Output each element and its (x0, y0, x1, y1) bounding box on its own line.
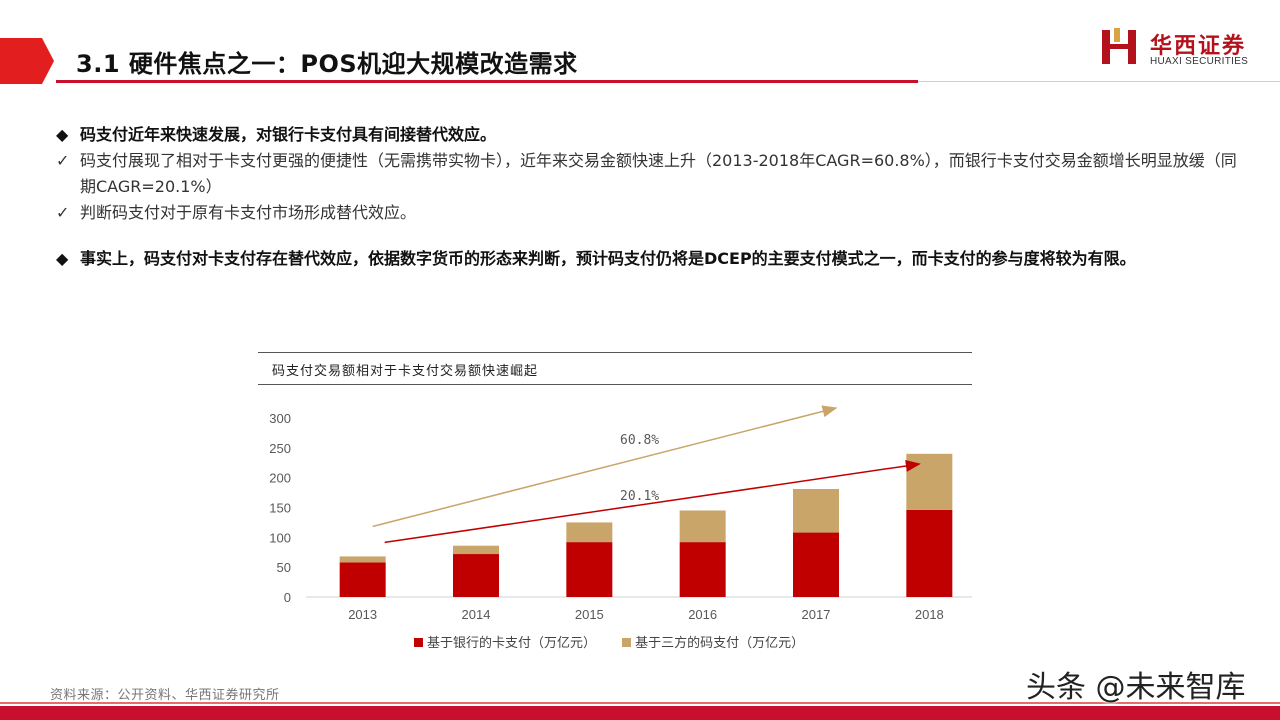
bar-code-2014 (453, 545, 499, 555)
x-tick-label: 2017 (802, 607, 831, 622)
check-icon: ✓ (56, 151, 70, 170)
bar-card-2013 (339, 562, 386, 597)
title-tab-marker (0, 38, 58, 84)
bullet-1: ◆ 码支付近年来快速发展，对银行卡支付具有间接替代效应。 (56, 122, 1246, 148)
x-tick-label: 2015 (575, 607, 604, 622)
chart-title: 码支付交易额相对于卡支付交易额快速崛起 (272, 364, 539, 379)
bar-card-2018 (906, 509, 953, 597)
trend-arrow-code (372, 405, 838, 528)
x-tick-label: 2013 (348, 607, 377, 622)
y-tick-label: 250 (269, 441, 291, 456)
chart-card: 码支付交易额相对于卡支付交易额快速崛起 0 50 100 150 200 250 300 20… (258, 352, 972, 652)
logo-cn-text: 华西证券 (1150, 33, 1247, 59)
chart-top-rule (258, 352, 972, 353)
y-tick-label: 100 (269, 530, 291, 545)
x-tick-label: 2016 (688, 607, 717, 622)
annotation-cagr-card: 20.1% (620, 489, 659, 504)
bar-card-2016 (679, 542, 726, 597)
check-item-2-text: 判断码支付对于原有卡支付市场形成替代效应。 (80, 203, 417, 222)
page-title: 3.1 硬件焦点之一：POS机迎大规模改造需求 (76, 50, 578, 78)
bar-code-2015 (566, 522, 613, 543)
chart-legend: 基于银行的卡支付（万亿元） 基于三方的码支付（万亿元） (414, 632, 826, 651)
y-tick-label: 150 (269, 501, 291, 516)
header-rule-grey (918, 81, 1280, 82)
bar-code-2013 (339, 556, 386, 563)
x-tick-label: 2014 (462, 607, 491, 622)
logo-en-text: HUAXI SECURITIES (1150, 56, 1249, 67)
stacked-bar-chart: 0 50 100 150 200 250 300 2013 2014 2015 2016 2017 20… (269, 405, 972, 622)
header-rule (56, 80, 918, 83)
chart-title-rule (258, 384, 972, 385)
diamond-bullet-icon: ◆ (56, 125, 69, 144)
y-tick-label: 300 (269, 411, 291, 426)
huaxi-logo: 华西证券 HUAXI SECURITIES (1100, 26, 1270, 70)
y-tick-label: 50 (277, 560, 291, 575)
legend-label-code: 基于三方的码支付（万亿元） (635, 636, 805, 651)
bar-code-2016 (679, 510, 726, 543)
trend-arrow-card (384, 460, 921, 544)
legend-item-code: 基于三方的码支付（万亿元） (622, 632, 804, 651)
y-tick-label: 200 (269, 471, 291, 486)
bar-card-2015 (566, 542, 613, 597)
annotation-cagr-code: 60.8% (620, 433, 659, 448)
bar-code-2017 (793, 489, 839, 533)
footer-bar (0, 706, 1280, 720)
bullet-list: ◆ 码支付近年来快速发展，对银行卡支付具有间接替代效应。 ✓ 码支付展现了相对于… (56, 122, 1246, 272)
bullet-1-text: 码支付近年来快速发展，对银行卡支付具有间接替代效应。 (80, 125, 497, 144)
bar-card-2017 (793, 532, 839, 597)
bullet-2-text: 事实上，码支付对卡支付存在替代效应，依据数字货币的形态来判断，预计码支付仍将是D… (80, 249, 1136, 268)
check-item-1: ✓ 码支付展现了相对于卡支付更强的便捷性（无需携带实物卡），近年来交易金额快速上… (56, 148, 1246, 200)
footer-bar-accent (0, 702, 1280, 704)
legend-item-card: 基于银行的卡支付（万亿元） (414, 632, 596, 651)
diamond-bullet-icon: ◆ (56, 249, 69, 268)
source-note: 资料来源：公开资料、华西证券研究所 (50, 688, 280, 703)
bar-code-2018 (906, 453, 953, 510)
check-item-1-text: 码支付展现了相对于卡支付更强的便捷性（无需携带实物卡），近年来交易金额快速上升（… (80, 151, 1237, 196)
bar-card-2014 (453, 554, 499, 597)
legend-swatch-code (622, 638, 632, 647)
huaxi-logo-icon (1102, 28, 1136, 64)
bullet-2: ◆ 事实上，码支付对卡支付存在替代效应，依据数字货币的形态来判断，预计码支付仍将… (56, 246, 1246, 272)
check-icon: ✓ (56, 203, 70, 222)
x-tick-label: 2018 (915, 607, 944, 622)
y-tick-label: 0 (284, 590, 291, 605)
check-item-2: ✓ 判断码支付对于原有卡支付市场形成替代效应。 (56, 200, 1246, 226)
legend-swatch-card (414, 638, 423, 647)
legend-label-card: 基于银行的卡支付（万亿元） (427, 636, 597, 651)
watermark: 头条 @未来智库 (1026, 670, 1246, 705)
